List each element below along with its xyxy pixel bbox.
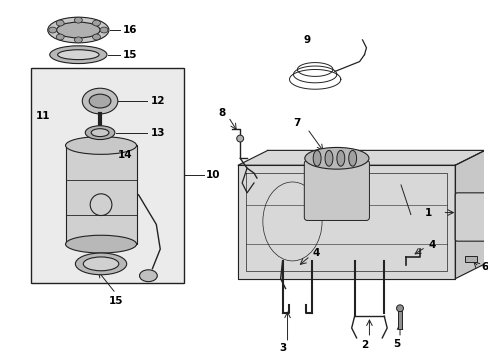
Text: 5: 5 (393, 339, 400, 349)
Ellipse shape (336, 150, 344, 166)
Ellipse shape (74, 17, 82, 23)
Text: 15: 15 (122, 50, 137, 60)
Ellipse shape (100, 27, 108, 33)
Ellipse shape (348, 150, 356, 166)
Text: 8: 8 (218, 108, 225, 118)
Text: 6: 6 (480, 262, 487, 272)
Ellipse shape (65, 136, 136, 154)
Ellipse shape (92, 34, 100, 40)
Ellipse shape (56, 34, 64, 40)
Ellipse shape (236, 135, 243, 142)
Ellipse shape (304, 148, 368, 169)
Text: 15: 15 (109, 296, 123, 306)
Ellipse shape (48, 17, 109, 43)
Text: 7: 7 (293, 118, 301, 128)
Ellipse shape (85, 126, 115, 140)
Ellipse shape (56, 20, 64, 26)
Text: 4: 4 (311, 248, 319, 258)
Text: 10: 10 (205, 170, 220, 180)
Ellipse shape (82, 88, 118, 114)
Bar (65, 145, 136, 244)
Polygon shape (454, 150, 484, 279)
Text: 12: 12 (150, 96, 164, 106)
Ellipse shape (91, 129, 109, 136)
Text: 4: 4 (428, 240, 435, 250)
Text: 16: 16 (122, 25, 137, 35)
Text: 1: 1 (424, 208, 431, 217)
Ellipse shape (325, 150, 332, 166)
Ellipse shape (312, 150, 321, 166)
Ellipse shape (89, 94, 111, 108)
Text: 3: 3 (279, 343, 285, 353)
Ellipse shape (49, 27, 57, 33)
Bar (397, 311, 401, 329)
Text: 2: 2 (360, 340, 367, 350)
Ellipse shape (92, 20, 100, 26)
Text: 13: 13 (150, 128, 164, 138)
Text: 11: 11 (36, 111, 50, 121)
Ellipse shape (75, 253, 126, 275)
Polygon shape (238, 165, 454, 279)
Text: 9: 9 (303, 35, 310, 45)
Ellipse shape (74, 37, 82, 43)
FancyBboxPatch shape (304, 160, 368, 220)
Ellipse shape (83, 257, 119, 271)
Bar (464, 256, 476, 262)
Ellipse shape (396, 305, 403, 312)
Ellipse shape (57, 22, 100, 38)
Ellipse shape (50, 46, 107, 64)
Ellipse shape (58, 50, 99, 60)
Polygon shape (238, 150, 484, 165)
Text: 14: 14 (118, 150, 132, 160)
Bar (31, 68, 183, 283)
FancyBboxPatch shape (454, 193, 486, 241)
Ellipse shape (139, 270, 157, 282)
Ellipse shape (65, 235, 136, 253)
